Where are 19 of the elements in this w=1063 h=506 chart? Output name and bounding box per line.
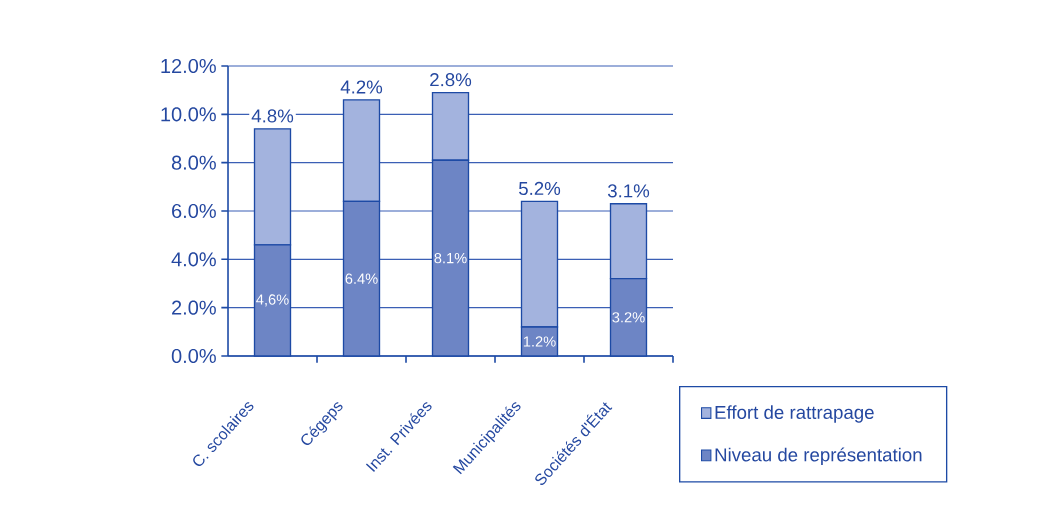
y-tick-label: 4.0% xyxy=(171,252,216,267)
y-tick-label: 10.0% xyxy=(161,107,216,122)
y-tick-label: 0.0% xyxy=(171,348,216,364)
legend-label: Niveau de représentation xyxy=(715,447,922,466)
y-tick-label: 2.0% xyxy=(172,300,216,315)
data-label: 4.8% xyxy=(251,109,294,123)
data-label: 5.2% xyxy=(518,181,561,196)
data-label: 3.1% xyxy=(607,184,650,198)
y-tick-label: 12.0% xyxy=(161,58,216,74)
data-label: 4,6% xyxy=(256,294,289,307)
data-label: 3.2% xyxy=(612,312,645,323)
y-tick-label: 8.0% xyxy=(171,155,216,170)
data-label: 1.2% xyxy=(523,336,556,347)
data-label: 6.4% xyxy=(345,273,378,284)
data-label: 4.2% xyxy=(340,80,383,94)
y-tick-label: 6.0% xyxy=(172,203,216,219)
legend-label: Effort de rattrapage xyxy=(715,405,874,423)
data-label: 2.8% xyxy=(430,73,472,87)
data-label: 8.1% xyxy=(434,252,467,264)
